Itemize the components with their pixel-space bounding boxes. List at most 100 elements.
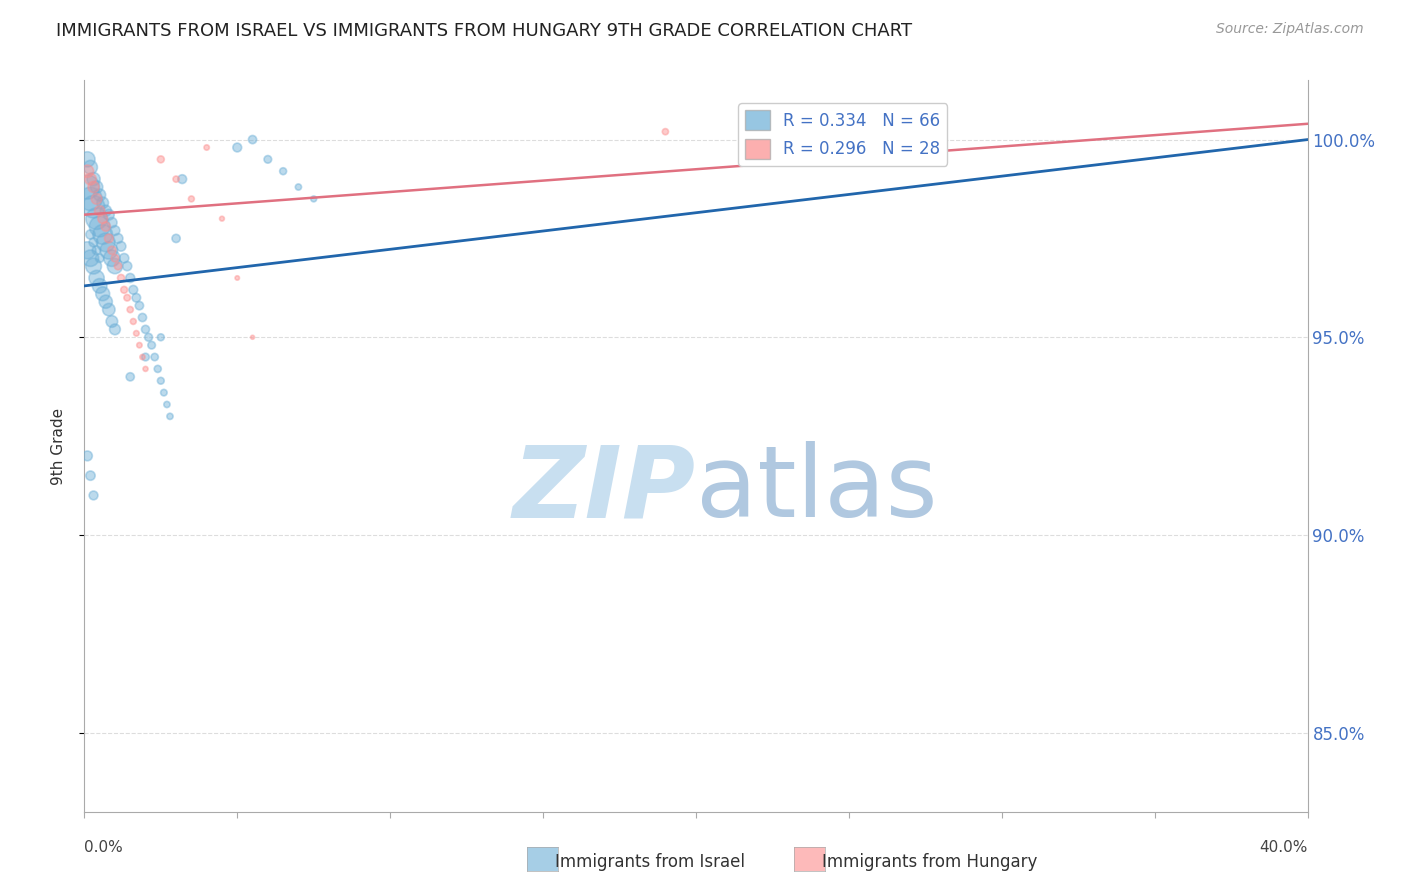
Point: [110, 239, 132, 253]
Point: [107, 231, 129, 245]
Point: [131, 350, 153, 364]
Point: [257, 153, 280, 167]
Text: Source: ZipAtlas.com: Source: ZipAtlas.com: [1216, 22, 1364, 37]
Point: [242, 132, 264, 146]
Point: [86, 211, 108, 226]
Point: [101, 216, 124, 230]
Point: [112, 283, 135, 297]
Point: [122, 283, 145, 297]
Point: [125, 291, 148, 305]
Point: [149, 374, 172, 388]
Point: [149, 153, 172, 167]
Point: [94, 294, 117, 309]
Text: Immigrants from Israel: Immigrants from Israel: [534, 853, 745, 871]
Point: [165, 172, 187, 186]
Point: [76, 180, 98, 194]
Point: [79, 468, 101, 483]
Point: [101, 314, 124, 328]
Point: [104, 259, 127, 273]
Point: [115, 259, 138, 273]
Point: [226, 271, 249, 285]
Point: [125, 326, 148, 341]
Point: [79, 227, 101, 242]
Point: [79, 251, 101, 265]
Point: [83, 172, 105, 186]
Text: 0.0%: 0.0%: [84, 840, 124, 855]
Point: [135, 362, 157, 376]
Point: [76, 244, 98, 258]
Point: [143, 350, 166, 364]
Text: Immigrants from Hungary: Immigrants from Hungary: [801, 853, 1038, 871]
Point: [302, 192, 325, 206]
Point: [83, 488, 105, 502]
Point: [654, 125, 676, 139]
Point: [76, 153, 98, 167]
Text: 40.0%: 40.0%: [1260, 840, 1308, 855]
Point: [271, 164, 294, 178]
Point: [104, 251, 127, 265]
Point: [86, 180, 108, 194]
Point: [86, 244, 108, 258]
Point: [242, 330, 264, 344]
Point: [112, 251, 135, 265]
Point: [226, 140, 249, 154]
Point: [79, 192, 101, 206]
Point: [172, 172, 194, 186]
Point: [86, 271, 108, 285]
Point: [128, 338, 150, 352]
Point: [120, 302, 142, 317]
Point: [287, 180, 309, 194]
Point: [94, 235, 117, 250]
Point: [120, 369, 142, 384]
Point: [156, 397, 179, 411]
Point: [146, 362, 169, 376]
Point: [135, 322, 157, 336]
Point: [101, 244, 124, 258]
Point: [89, 188, 111, 202]
Point: [149, 330, 172, 344]
Legend: R = 0.334   N = 66, R = 0.296   N = 28: R = 0.334 N = 66, R = 0.296 N = 28: [738, 103, 948, 166]
Point: [83, 200, 105, 214]
Point: [89, 251, 111, 265]
Point: [97, 244, 120, 258]
Point: [135, 350, 157, 364]
Point: [94, 203, 117, 218]
Point: [89, 219, 111, 234]
Point: [104, 223, 127, 237]
Point: [153, 385, 176, 400]
Point: [91, 227, 114, 242]
Point: [83, 180, 105, 194]
Point: [83, 235, 105, 250]
Point: [115, 291, 138, 305]
Point: [97, 231, 120, 245]
Point: [195, 140, 218, 154]
Point: [128, 299, 150, 313]
Point: [211, 211, 233, 226]
Point: [76, 164, 98, 178]
Point: [159, 409, 181, 424]
Y-axis label: 9th Grade: 9th Grade: [51, 408, 66, 484]
Point: [91, 195, 114, 210]
Point: [120, 271, 142, 285]
Point: [89, 278, 111, 293]
Point: [86, 192, 108, 206]
Point: [79, 172, 101, 186]
Point: [91, 211, 114, 226]
Point: [101, 251, 124, 265]
Point: [94, 219, 117, 234]
Text: IMMIGRANTS FROM ISRAEL VS IMMIGRANTS FROM HUNGARY 9TH GRADE CORRELATION CHART: IMMIGRANTS FROM ISRAEL VS IMMIGRANTS FRO…: [56, 22, 912, 40]
Point: [104, 322, 127, 336]
Point: [180, 192, 202, 206]
Point: [76, 449, 98, 463]
Point: [107, 259, 129, 273]
Text: ZIP: ZIP: [513, 442, 696, 539]
Point: [89, 203, 111, 218]
Point: [79, 161, 101, 175]
Point: [122, 314, 145, 328]
Point: [138, 330, 160, 344]
Point: [131, 310, 153, 325]
Point: [141, 338, 163, 352]
Point: [110, 271, 132, 285]
Point: [97, 302, 120, 317]
Point: [83, 259, 105, 273]
